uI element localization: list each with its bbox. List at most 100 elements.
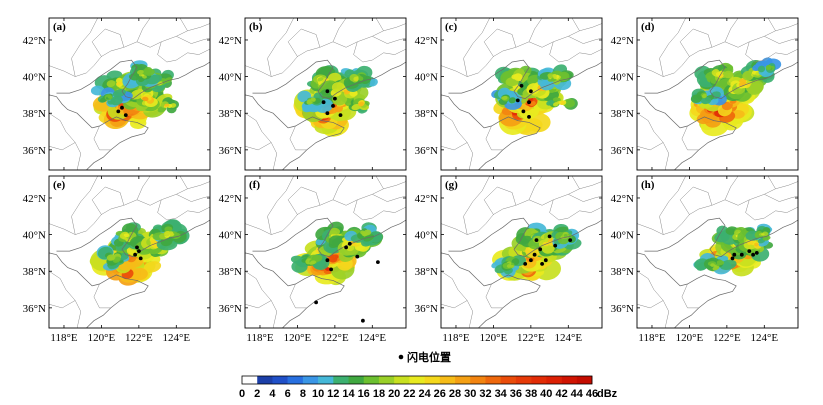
lightning-point xyxy=(730,256,735,261)
lightning-point xyxy=(523,262,528,266)
lightning-point xyxy=(338,113,343,117)
lightning-point xyxy=(547,234,552,239)
panel-label: (d) xyxy=(641,21,655,33)
colorbar-tick-label: 40 xyxy=(540,388,552,400)
province-border xyxy=(157,199,210,221)
province-border xyxy=(528,18,543,42)
lightning-point xyxy=(527,100,531,105)
lightning-point xyxy=(538,247,543,252)
panel-label: (g) xyxy=(445,179,458,191)
lat-tick-label: 38°N xyxy=(219,108,242,120)
echo-cell xyxy=(142,96,149,102)
echo-cell xyxy=(558,101,562,104)
echo-cell xyxy=(716,260,725,266)
province-border xyxy=(179,18,188,31)
province-border xyxy=(637,270,670,328)
province-border xyxy=(245,112,278,170)
panel-label: (f) xyxy=(249,179,260,191)
province-border xyxy=(353,41,406,63)
lightning-point xyxy=(135,245,139,250)
coastline xyxy=(441,94,541,170)
map-frame xyxy=(244,17,407,171)
province-border xyxy=(136,18,151,42)
panel-label: (e) xyxy=(53,179,66,191)
lightning-point xyxy=(325,111,330,116)
lightning-point xyxy=(754,251,759,255)
province-border xyxy=(764,36,798,44)
lightning-point xyxy=(347,241,352,246)
colorbar-swatch xyxy=(318,376,334,384)
province-border xyxy=(372,36,406,44)
colorbar-tick-label: 26 xyxy=(434,388,446,400)
province-border xyxy=(485,283,503,309)
colorbar-tick-label: 18 xyxy=(373,388,385,400)
lightning-point xyxy=(529,89,533,94)
echo-cell xyxy=(757,65,766,73)
coastline xyxy=(245,94,345,170)
colorbar-swatch xyxy=(531,376,547,384)
colorbar-tick-label: 14 xyxy=(342,388,355,400)
lightning-point xyxy=(739,252,744,257)
colorbar-swatch xyxy=(515,376,532,384)
colorbar-tick-label: 30 xyxy=(464,388,476,400)
lon-tick-label: 118°E xyxy=(638,332,665,344)
lon-tick-label: 124°E xyxy=(358,332,386,344)
province-border xyxy=(179,176,188,189)
province-border xyxy=(659,176,686,235)
colorbar-swatch xyxy=(485,376,501,384)
province-border xyxy=(549,199,602,221)
echo-cell xyxy=(716,225,729,236)
lon-tick-label: 120°E xyxy=(88,332,116,344)
colorbar-frame xyxy=(241,375,593,385)
colorbar-tick-label: 32 xyxy=(479,388,491,400)
lat-tick-label: 36°N xyxy=(415,145,438,157)
colorbar-swatch xyxy=(455,376,471,384)
echo-cell xyxy=(169,233,175,237)
lat-tick-label: 38°N xyxy=(23,108,46,120)
colorbar-swatch xyxy=(576,376,593,384)
colorbar-tick-label: 16 xyxy=(358,388,370,400)
echo-cell xyxy=(562,98,576,108)
province-border xyxy=(332,176,347,200)
map-frame xyxy=(48,175,211,329)
colorbar-swatch xyxy=(409,376,425,384)
lightning-point xyxy=(133,252,138,257)
lightning-point xyxy=(329,267,333,272)
panel-label: (a) xyxy=(53,21,66,33)
echo-cell xyxy=(712,265,720,271)
province-border xyxy=(245,142,272,151)
lon-tick-label: 120°E xyxy=(284,332,312,344)
lightning-points-f xyxy=(314,241,380,323)
lat-tick-label: 42°N xyxy=(23,193,46,205)
colorbar-tick-label: 24 xyxy=(418,388,431,400)
map-frame xyxy=(48,17,211,171)
lightning-points-h xyxy=(730,249,759,261)
province-border xyxy=(49,270,82,328)
province-border xyxy=(463,176,490,235)
lon-tick-label: 124°E xyxy=(554,332,582,344)
lat-tick-label: 36°N xyxy=(415,303,438,315)
colorbar-tick-label: 22 xyxy=(403,388,415,400)
colorbar-swatch xyxy=(470,376,486,384)
lat-tick-label: 42°N xyxy=(415,35,438,47)
lat-tick-label: 40°N xyxy=(415,230,438,242)
province-border xyxy=(441,112,474,170)
lon-tick-label: 118°E xyxy=(50,332,77,344)
province-border xyxy=(681,125,699,151)
echo-cell xyxy=(715,71,722,76)
coastline xyxy=(637,252,737,328)
province-border xyxy=(71,18,98,77)
colorbar-tick-label: 10 xyxy=(312,388,324,400)
echo-cell xyxy=(302,102,317,113)
colorbar-swatch xyxy=(424,376,441,384)
lightning-point xyxy=(325,89,330,94)
echo-cell xyxy=(123,233,130,238)
province-border xyxy=(679,28,713,57)
lat-tick-label: 42°N xyxy=(219,193,242,205)
echo-cell xyxy=(353,76,359,82)
lightning-point xyxy=(747,249,752,254)
lat-tick-label: 38°N xyxy=(415,108,438,120)
province-border xyxy=(332,18,347,42)
